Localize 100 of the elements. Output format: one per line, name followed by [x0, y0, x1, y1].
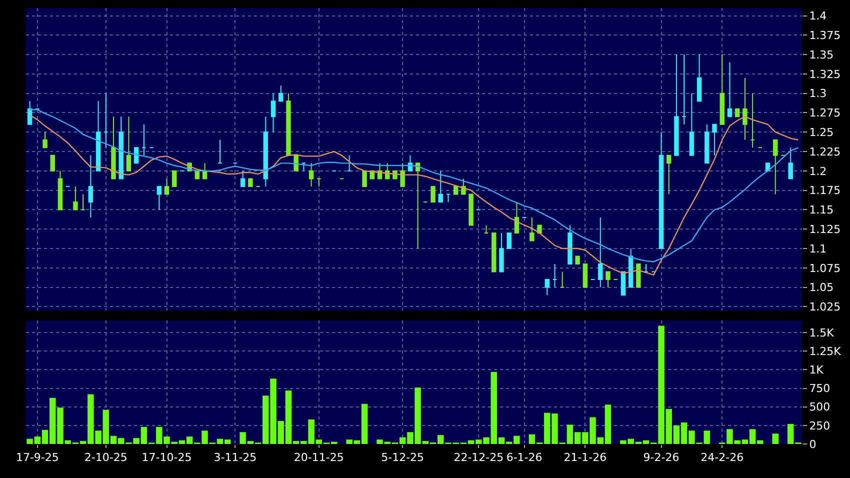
candlestick	[666, 154, 672, 195]
candlestick	[172, 170, 177, 187]
y-tick-label: 1.325	[809, 68, 841, 81]
candlestick	[696, 54, 702, 102]
candlestick	[484, 224, 489, 234]
candlestick	[27, 100, 32, 125]
y-tick-label: 1.3	[809, 87, 827, 100]
candlestick	[438, 170, 443, 202]
candlestick	[492, 232, 496, 272]
candlestick	[446, 194, 451, 202]
candlestick	[468, 194, 474, 226]
candlestick	[544, 279, 550, 296]
candlestick	[499, 232, 504, 272]
y-tick-label: 1.275	[809, 106, 841, 120]
y-tick-label: 1.35	[809, 48, 834, 62]
candlestick	[156, 186, 162, 210]
candlestick	[362, 170, 367, 187]
candlestick	[506, 232, 512, 250]
candlestick	[742, 77, 748, 140]
candlestick	[530, 216, 534, 242]
x-tick-label: 20-11-25	[294, 451, 344, 464]
x-tick-label: 17-10-25	[142, 451, 192, 464]
candlestick	[568, 224, 572, 265]
candlestick	[400, 162, 405, 187]
candlestick	[126, 116, 132, 172]
x-tick-label: 21-1-26	[564, 451, 607, 464]
candlestick	[704, 124, 710, 164]
candlestick	[88, 154, 94, 218]
y-tick-label: 750	[809, 382, 830, 396]
x-tick-label: 9-2-26	[643, 451, 680, 464]
x-tick-label: 6-1-26	[506, 451, 542, 464]
candlestick	[415, 162, 420, 250]
candlestick	[575, 256, 580, 265]
candlestick	[727, 62, 732, 118]
y-tick-label: 1.2	[809, 164, 827, 178]
candlestick	[689, 92, 694, 156]
y-tick-label: 1.25	[809, 126, 834, 139]
candlestick	[514, 201, 520, 234]
candlestick	[240, 170, 246, 187]
y-tick-label: 1.025	[809, 300, 841, 314]
y-tick-label: 1.5K	[809, 326, 835, 340]
candlestick	[270, 92, 276, 133]
candlestick	[560, 271, 565, 288]
y-tick-label: 0	[809, 438, 816, 451]
y-tick-label: 1.15	[809, 204, 834, 217]
candlestick	[552, 264, 558, 288]
candlestick	[644, 264, 648, 272]
candlestick	[73, 186, 78, 210]
x-tick-label: 24-2-26	[700, 451, 744, 464]
y-tick-label: 1.4	[809, 10, 827, 23]
candlestick	[286, 92, 291, 156]
candlestick	[118, 116, 124, 180]
candlestick	[248, 178, 253, 187]
candlestick	[164, 178, 170, 195]
candlestick	[294, 154, 298, 172]
y-tick-label: 1.375	[809, 29, 841, 42]
candlestick	[720, 54, 724, 125]
candlestick	[598, 216, 603, 288]
y-tick-label: 1.075	[809, 262, 841, 275]
y-tick-label: 1.225	[809, 145, 841, 158]
candlestick	[263, 116, 268, 187]
candlestick	[96, 100, 101, 172]
candlestick	[80, 194, 86, 210]
y-tick-label: 1K	[809, 364, 824, 377]
candlestick	[346, 154, 352, 172]
candlestick	[278, 85, 284, 102]
candlestick	[316, 178, 322, 187]
x-tick-label: 17-9-25	[16, 451, 59, 464]
y-tick-label: 1.25K	[809, 344, 842, 358]
y-tick-label: 500	[809, 400, 830, 414]
candlestick	[606, 271, 610, 288]
candlestick	[104, 92, 108, 148]
candlestick	[537, 224, 542, 234]
candlestick	[111, 116, 116, 180]
candlestick	[712, 124, 717, 156]
candlestick	[674, 54, 679, 156]
y-tick-label: 1.1	[809, 242, 827, 256]
x-tick-label: 2-10-25	[84, 451, 128, 464]
candlestick	[734, 108, 740, 118]
candlestick	[301, 162, 306, 172]
candlestick	[773, 139, 778, 195]
candlestick	[636, 264, 641, 288]
candlestick	[50, 154, 55, 172]
x-tick-label: 5-12-25	[381, 451, 424, 464]
candlestick	[750, 92, 755, 148]
candlestick	[142, 124, 146, 156]
candlestick	[682, 54, 686, 125]
candlestick	[788, 147, 793, 180]
candlestick	[42, 132, 48, 148]
bar	[772, 434, 778, 444]
candlestick	[408, 154, 413, 172]
candlestick	[582, 264, 588, 288]
candlestick	[430, 186, 436, 202]
y-tick-label: 1.05	[809, 281, 834, 294]
candlestick	[218, 139, 222, 164]
candlestick	[628, 248, 634, 288]
candlestick	[308, 162, 314, 187]
y-tick-label: 1.175	[809, 184, 841, 198]
x-tick-label: 22-12-25	[454, 451, 504, 464]
y-tick-label: 1.125	[809, 222, 841, 236]
